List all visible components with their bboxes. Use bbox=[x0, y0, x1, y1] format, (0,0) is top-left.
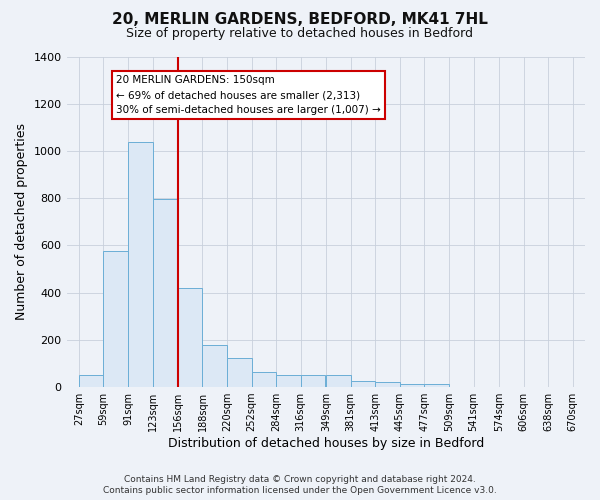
Text: 20, MERLIN GARDENS, BEDFORD, MK41 7HL: 20, MERLIN GARDENS, BEDFORD, MK41 7HL bbox=[112, 12, 488, 28]
Bar bbox=[276, 376, 301, 387]
Text: Contains public sector information licensed under the Open Government Licence v3: Contains public sector information licen… bbox=[103, 486, 497, 495]
Bar bbox=[79, 376, 103, 387]
Text: Contains HM Land Registry data © Crown copyright and database right 2024.: Contains HM Land Registry data © Crown c… bbox=[124, 475, 476, 484]
Text: Size of property relative to detached houses in Bedford: Size of property relative to detached ho… bbox=[127, 28, 473, 40]
Bar bbox=[178, 288, 202, 387]
Bar bbox=[400, 384, 424, 387]
Text: 20 MERLIN GARDENS: 150sqm
← 69% of detached houses are smaller (2,313)
30% of se: 20 MERLIN GARDENS: 150sqm ← 69% of detac… bbox=[116, 76, 380, 115]
Bar bbox=[326, 376, 351, 387]
Bar bbox=[202, 344, 227, 387]
Bar bbox=[424, 384, 449, 387]
Bar bbox=[376, 382, 400, 387]
Bar bbox=[103, 252, 128, 387]
Bar bbox=[227, 358, 251, 387]
Bar bbox=[251, 372, 276, 387]
Y-axis label: Number of detached properties: Number of detached properties bbox=[15, 124, 28, 320]
Bar bbox=[351, 381, 376, 387]
Bar bbox=[152, 200, 177, 387]
X-axis label: Distribution of detached houses by size in Bedford: Distribution of detached houses by size … bbox=[167, 437, 484, 450]
Bar bbox=[128, 142, 152, 387]
Bar bbox=[301, 376, 325, 387]
